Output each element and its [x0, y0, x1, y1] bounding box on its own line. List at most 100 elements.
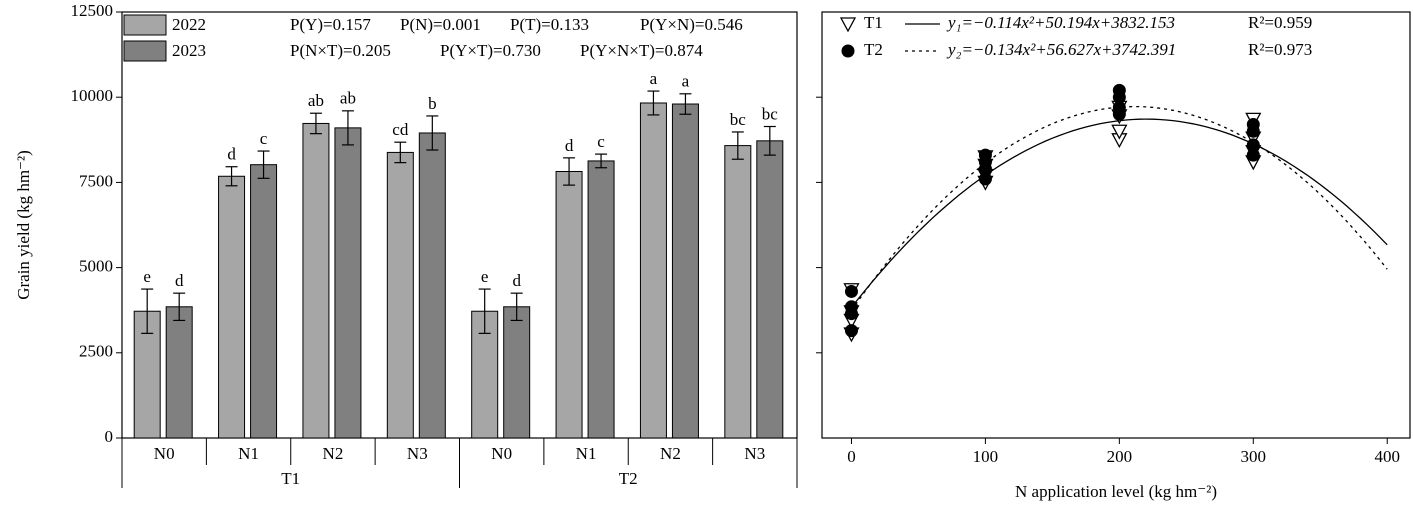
error-bar [309, 112, 322, 135]
y-tick-label: 10000 [71, 86, 114, 105]
bar [503, 306, 531, 439]
bar [218, 175, 246, 439]
letter-label: bc [730, 110, 747, 129]
triangle-marker [839, 17, 857, 33]
x-tick-label: 200 [1107, 447, 1133, 466]
letter-label: e [481, 267, 489, 286]
error-bar [763, 125, 776, 156]
stat-annotation: P(T)=0.133 [510, 15, 589, 34]
bar [555, 170, 583, 439]
x-tick-label: N2 [323, 444, 344, 463]
bar [587, 160, 615, 439]
y-tick-label: 12500 [71, 1, 114, 20]
x-axis-label: N application level (kg hm⁻²) [1015, 482, 1217, 501]
y-tick-label: 2500 [79, 342, 113, 361]
x-tick-label: N0 [154, 444, 175, 463]
letter-label: d [512, 271, 521, 290]
y-tick-label: 5000 [79, 257, 113, 276]
error-bar [341, 110, 354, 146]
letter-label: a [682, 72, 690, 91]
error-bar [731, 131, 744, 160]
stat-annotation: P(Y×T)=0.730 [440, 41, 541, 60]
legend-swatch [123, 40, 167, 62]
circle-marker [844, 324, 858, 338]
y-axis-label: Grain yield (kg hm⁻²) [14, 150, 33, 300]
x-tick-label: N1 [238, 444, 259, 463]
letter-label: bc [762, 104, 779, 123]
right-frame [821, 11, 1411, 439]
fit-r2: R²=0.973 [1248, 40, 1312, 59]
bar [165, 306, 193, 439]
circle-marker [841, 44, 855, 58]
legend-label: T1 [864, 13, 883, 32]
circle-marker [978, 148, 992, 162]
fit-r2: R²=0.959 [1248, 13, 1312, 32]
bar [302, 122, 330, 439]
bar [756, 140, 784, 439]
x-tick-label: N3 [744, 444, 765, 463]
x-tick-label: 300 [1241, 447, 1267, 466]
legend-label: T2 [864, 40, 883, 59]
legend-swatch [123, 14, 167, 36]
triangle-marker [1111, 124, 1128, 140]
x-tick-label: 0 [847, 447, 856, 466]
bar [418, 132, 446, 439]
circle-marker [844, 300, 858, 314]
circle-marker [844, 284, 858, 298]
error-bar [173, 292, 186, 322]
circle-marker [1246, 138, 1260, 152]
error-bar [679, 93, 692, 115]
error-bar [426, 115, 439, 151]
x-tick-label: 400 [1374, 447, 1400, 466]
legend-label: 2023 [172, 41, 206, 60]
fit-equation: y₁=−0.114x²+50.194x+3832.153 [946, 13, 1175, 32]
group-label: T2 [619, 469, 638, 488]
stat-annotation: P(Y×N×T)=0.874 [580, 41, 703, 60]
y-tick-label: 7500 [79, 171, 113, 190]
letter-label: b [428, 94, 437, 113]
stat-annotation: P(N×T)=0.205 [290, 41, 391, 60]
letter-label: c [597, 132, 605, 151]
letter-label: cd [392, 120, 409, 139]
letter-label: c [260, 129, 268, 148]
error-bar [257, 150, 270, 179]
letter-label: a [650, 69, 658, 88]
bar [250, 164, 278, 439]
fit-equation: y₂=−0.134x²+56.627x+3742.391 [946, 40, 1176, 59]
y-tick-label: 0 [105, 427, 114, 446]
x-tick-label: N3 [407, 444, 428, 463]
error-bar [510, 292, 523, 322]
letter-label: d [565, 136, 574, 155]
stat-annotation: P(Y)=0.157 [290, 15, 371, 34]
error-bar [595, 153, 608, 169]
error-bar [225, 166, 238, 187]
bar [639, 102, 667, 439]
bar [671, 103, 699, 439]
bar [334, 127, 362, 439]
x-tick-label: N2 [660, 444, 681, 463]
error-bar [647, 90, 660, 116]
stat-annotation: P(N)=0.001 [400, 15, 481, 34]
group-label: T1 [281, 469, 300, 488]
bar [386, 151, 414, 439]
legend-label: 2022 [172, 15, 206, 34]
error-bar [394, 141, 407, 164]
x-tick-label: 100 [973, 447, 999, 466]
letter-label: d [227, 145, 236, 164]
stat-annotation: P(Y×N)=0.546 [640, 15, 743, 34]
letter-label: e [143, 267, 151, 286]
circle-marker [1112, 100, 1126, 114]
letter-label: d [175, 271, 184, 290]
x-tick-label: N1 [576, 444, 597, 463]
circle-marker [1246, 148, 1260, 162]
error-bar [478, 288, 491, 334]
circle-marker [1246, 117, 1260, 131]
letter-label: ab [308, 91, 324, 110]
letter-label: ab [340, 89, 356, 108]
fit-curve [850, 105, 1388, 311]
error-bar [141, 288, 154, 334]
circle-marker [1112, 83, 1126, 97]
error-bar [563, 157, 576, 186]
bar [724, 145, 752, 439]
